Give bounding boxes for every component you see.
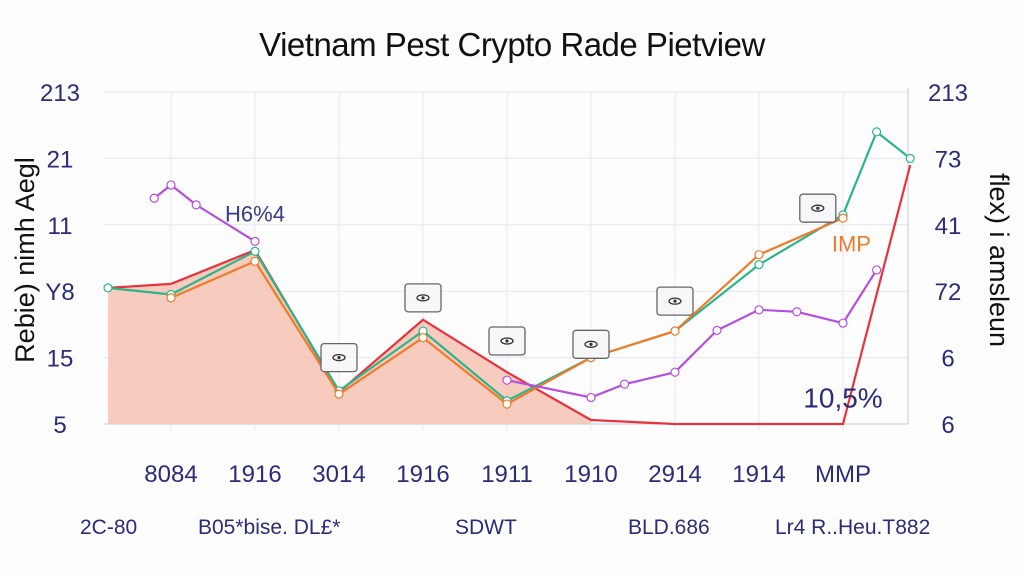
- eye-icon-pupil: [589, 342, 593, 346]
- footer-label: Lr4 R..Heu.T882: [775, 516, 931, 539]
- eye-icon: [416, 294, 430, 302]
- x-tick-label: 1911: [481, 461, 533, 488]
- data-point: [871, 127, 882, 137]
- data-point: [754, 305, 764, 315]
- y2-tick-label: 72: [935, 279, 962, 306]
- y2-tick-label: 6: [941, 346, 954, 373]
- data-point: [712, 325, 722, 335]
- x-tick-label: 1916: [228, 461, 281, 488]
- data-point: [754, 250, 764, 260]
- eye-icon: [668, 297, 682, 305]
- y-tick-label: 21: [47, 146, 74, 173]
- data-point: [250, 246, 260, 256]
- x-tick-label: MMP: [815, 461, 871, 488]
- y2-tick-label: 41: [935, 213, 962, 240]
- data-point: [418, 333, 428, 343]
- y-tick-label: 11: [48, 213, 73, 240]
- data-point: [754, 260, 764, 270]
- series-line-0: [107, 164, 912, 426]
- eye-icon-pupil: [673, 299, 677, 303]
- y2-axis-title: flex) i amsleun: [984, 173, 1014, 347]
- data-point: [166, 293, 176, 303]
- y2-tick-label: 6: [941, 412, 954, 439]
- data-point: [792, 307, 802, 317]
- data-point: [619, 379, 630, 389]
- y-tick-label: Y8: [45, 279, 74, 306]
- eye-icon-pupil: [421, 296, 425, 300]
- data-point: [166, 180, 176, 190]
- x-tick-label: 1914: [732, 461, 785, 488]
- data-point: [334, 389, 344, 399]
- x-tick-label: 8084: [144, 461, 197, 488]
- chart-title: Vietnam Pest Crypto Rade Pietview: [259, 26, 765, 63]
- y-tick-label: 213: [40, 80, 80, 107]
- data-point: [191, 200, 201, 210]
- eye-icon: [811, 204, 825, 212]
- footer-label: SDWT: [455, 516, 517, 539]
- y-tick-label: 15: [47, 346, 74, 373]
- y-tick-label: 5: [53, 412, 66, 439]
- data-point: [250, 236, 260, 246]
- x-tick-label: 2914: [648, 461, 701, 488]
- eye-icon: [332, 353, 346, 362]
- data-point: [250, 256, 260, 266]
- y-axis-title: Rebie) nimh Aegl: [10, 157, 40, 363]
- footer-label: BLD.686: [628, 516, 710, 539]
- eye-icon-pupil: [816, 206, 820, 210]
- footer-label: 2C-80: [80, 516, 138, 539]
- data-point: [103, 283, 113, 293]
- data-point: [871, 265, 882, 275]
- series-line-1: [107, 130, 911, 403]
- data-point: [905, 153, 915, 163]
- eye-icon-pupil: [337, 356, 341, 360]
- data-point: [838, 318, 848, 328]
- data-point: [149, 193, 159, 203]
- x-tick-label: 1910: [564, 461, 617, 488]
- eye-icon: [500, 337, 514, 345]
- data-point: [586, 392, 596, 403]
- y2-tick-label: 213: [928, 80, 968, 107]
- eye-icon-pupil: [505, 339, 509, 343]
- data-point: [502, 399, 512, 409]
- data-point: [670, 367, 680, 377]
- data-point: [670, 326, 680, 336]
- x-tick-label: 1916: [396, 461, 449, 488]
- y2-tick-label: 73: [935, 146, 962, 173]
- eye-icon: [584, 340, 598, 348]
- annotation-label: 10,5%: [803, 382, 882, 413]
- area-fill: [108, 250, 591, 424]
- annotation-label: IMP: [832, 231, 871, 256]
- annotation-label: H6%4: [225, 201, 285, 226]
- data-point: [838, 213, 848, 223]
- data-point: [502, 375, 512, 385]
- footer-label: B05*bise. DL£*: [198, 516, 341, 539]
- x-tick-label: 3014: [312, 461, 365, 488]
